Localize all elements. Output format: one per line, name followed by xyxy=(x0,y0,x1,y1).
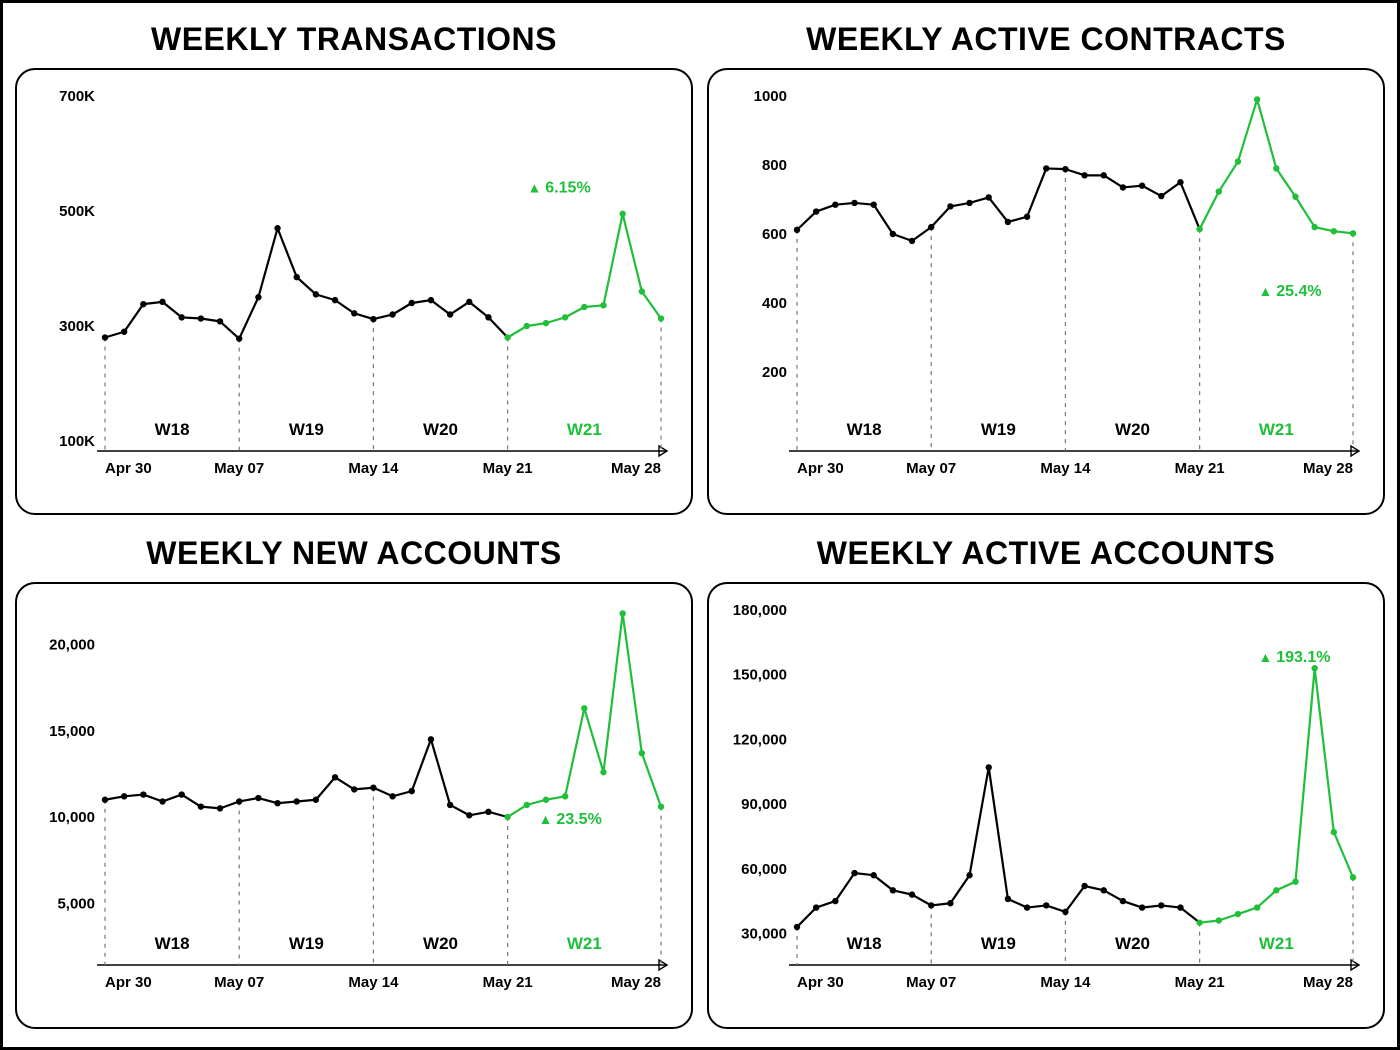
svg-text:W21: W21 xyxy=(567,934,602,953)
svg-text:May 28: May 28 xyxy=(1303,974,1353,991)
svg-text:W18: W18 xyxy=(155,934,190,953)
svg-text:5,000: 5,000 xyxy=(57,895,95,912)
svg-text:May 07: May 07 xyxy=(214,460,264,477)
svg-text:120,000: 120,000 xyxy=(733,731,787,748)
svg-text:300K: 300K xyxy=(59,318,95,335)
panel-title: WEEKLY TRANSACTIONS xyxy=(151,21,557,58)
svg-text:700K: 700K xyxy=(59,88,95,105)
svg-text:May 21: May 21 xyxy=(483,460,533,477)
svg-text:W18: W18 xyxy=(155,420,190,439)
panel-title: WEEKLY ACTIVE CONTRACTS xyxy=(806,21,1286,58)
svg-text:▲ 6.15%: ▲ 6.15% xyxy=(528,180,591,197)
svg-text:May 07: May 07 xyxy=(906,460,956,477)
svg-text:May 07: May 07 xyxy=(214,974,264,991)
svg-text:W20: W20 xyxy=(423,420,458,439)
panel-active-contracts: WEEKLY ACTIVE CONTRACTS 200 400 600 800 1000… xyxy=(707,21,1385,515)
chart-box: 100K 300K 500K 700K Apr 30 May 07 May 14 May 21… xyxy=(15,68,693,515)
svg-text:400: 400 xyxy=(762,295,787,312)
svg-text:W20: W20 xyxy=(1115,934,1150,953)
svg-text:May 14: May 14 xyxy=(348,974,399,991)
chart-svg-active-accounts: 30,000 60,000 90,000 120,000 150,000 180,000 A… xyxy=(727,600,1365,1015)
svg-text:600: 600 xyxy=(762,226,787,243)
svg-text:60,000: 60,000 xyxy=(741,861,787,878)
svg-text:Apr 30: Apr 30 xyxy=(105,460,152,477)
svg-text:W21: W21 xyxy=(1259,934,1294,953)
svg-text:800: 800 xyxy=(762,157,787,174)
svg-text:90,000: 90,000 xyxy=(741,796,787,813)
chart-svg-active-contracts: 200 400 600 800 1000 Apr 30 May 07 May 14 May 21… xyxy=(727,86,1365,501)
chart-box: 5,000 10,000 15,000 20,000 Apr 30 May 07 May 1… xyxy=(15,582,693,1029)
svg-text:W19: W19 xyxy=(289,420,324,439)
svg-text:Apr 30: Apr 30 xyxy=(105,974,152,991)
svg-text:W19: W19 xyxy=(981,420,1016,439)
svg-text:W20: W20 xyxy=(423,934,458,953)
svg-text:W19: W19 xyxy=(289,934,324,953)
svg-text:W18: W18 xyxy=(847,420,882,439)
svg-text:100K: 100K xyxy=(59,433,95,450)
chart-svg-new-accounts: 5,000 10,000 15,000 20,000 Apr 30 May 07 May 1… xyxy=(35,600,673,1015)
svg-text:May 21: May 21 xyxy=(483,974,533,991)
panel-new-accounts: WEEKLY NEW ACCOUNTS 5,000 10,000 15,000 20,… xyxy=(15,535,693,1029)
svg-text:May 28: May 28 xyxy=(611,460,661,477)
svg-text:▲ 25.4%: ▲ 25.4% xyxy=(1258,283,1321,300)
svg-text:▲ 23.5%: ▲ 23.5% xyxy=(539,811,602,828)
svg-text:May 28: May 28 xyxy=(1303,460,1353,477)
svg-text:May 21: May 21 xyxy=(1175,974,1225,991)
svg-text:May 14: May 14 xyxy=(1040,974,1091,991)
svg-text:W20: W20 xyxy=(1115,420,1150,439)
svg-text:20,000: 20,000 xyxy=(49,637,95,654)
svg-text:Apr 30: Apr 30 xyxy=(797,974,844,991)
svg-text:W21: W21 xyxy=(567,420,602,439)
svg-text:500K: 500K xyxy=(59,203,95,220)
chart-box: 200 400 600 800 1000 Apr 30 May 07 May 14 May 21… xyxy=(707,68,1385,515)
panel-transactions: WEEKLY TRANSACTIONS 100K 300K 500K 700K Apr … xyxy=(15,21,693,515)
dashboard-grid: WEEKLY TRANSACTIONS 100K 300K 500K 700K Apr … xyxy=(15,21,1385,1029)
svg-text:30,000: 30,000 xyxy=(741,925,787,942)
svg-text:May 21: May 21 xyxy=(1175,460,1225,477)
svg-text:May 14: May 14 xyxy=(348,460,399,477)
svg-text:May 07: May 07 xyxy=(906,974,956,991)
chart-svg-transactions: 100K 300K 500K 700K Apr 30 May 07 May 14 May 21… xyxy=(35,86,673,501)
panel-title: WEEKLY NEW ACCOUNTS xyxy=(146,535,561,572)
svg-text:180,000: 180,000 xyxy=(733,602,787,619)
panel-active-accounts: WEEKLY ACTIVE ACCOUNTS 30,000 60,000 90,00… xyxy=(707,535,1385,1029)
svg-text:May 14: May 14 xyxy=(1040,460,1091,477)
panel-title: WEEKLY ACTIVE ACCOUNTS xyxy=(817,535,1275,572)
svg-text:10,000: 10,000 xyxy=(49,809,95,826)
chart-box: 30,000 60,000 90,000 120,000 150,000 180,000 A… xyxy=(707,582,1385,1029)
svg-text:W19: W19 xyxy=(981,934,1016,953)
svg-text:W21: W21 xyxy=(1259,420,1294,439)
svg-text:▲ 193.1%: ▲ 193.1% xyxy=(1258,649,1330,666)
svg-text:150,000: 150,000 xyxy=(733,667,787,684)
svg-text:1000: 1000 xyxy=(754,88,787,105)
svg-text:Apr 30: Apr 30 xyxy=(797,460,844,477)
svg-text:200: 200 xyxy=(762,364,787,381)
svg-text:15,000: 15,000 xyxy=(49,723,95,740)
svg-text:W18: W18 xyxy=(847,934,882,953)
svg-text:May 28: May 28 xyxy=(611,974,661,991)
